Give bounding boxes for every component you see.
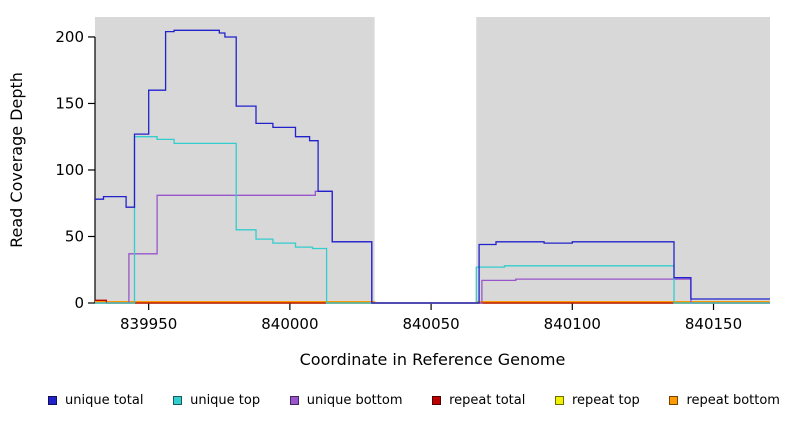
y-tick-label: 150 bbox=[55, 94, 84, 112]
series-line-unique-total bbox=[95, 29, 770, 304]
shaded-region-1 bbox=[476, 17, 770, 303]
y-tick-label: 200 bbox=[55, 28, 84, 46]
legend-item-repeat-top: repeat top bbox=[555, 393, 640, 408]
legend-item-unique-total: unique total bbox=[48, 393, 143, 408]
legend-label: repeat bottom bbox=[686, 393, 780, 408]
legend-item-unique-bottom: unique bottom bbox=[289, 393, 403, 408]
legend-label: unique bottom bbox=[306, 393, 403, 408]
legend-label: unique top bbox=[190, 393, 261, 408]
legend: unique total unique top unique bottom repea… bbox=[0, 385, 792, 408]
x-tick-label: 839950 bbox=[120, 315, 177, 333]
shaded-region-0 bbox=[95, 17, 375, 303]
coverage-plot: 839950 840000 840050 840100 840150 0 50 100 150 2… bbox=[7, 17, 770, 369]
legend-swatch-repeat-bottom bbox=[669, 396, 679, 405]
legend-item-repeat-total: repeat total bbox=[432, 393, 525, 408]
x-tick-label: 840100 bbox=[544, 315, 601, 333]
x-tick-label: 840150 bbox=[685, 315, 742, 333]
x-tick-label: 840050 bbox=[402, 315, 459, 333]
y-axis-title: Read Coverage Depth bbox=[7, 72, 26, 248]
legend-swatch-repeat-top bbox=[555, 396, 564, 405]
series-line-unique-top bbox=[95, 136, 770, 304]
legend-swatch-unique-top bbox=[173, 396, 183, 405]
y-tick-label: 50 bbox=[65, 227, 84, 245]
y-tick-label: 100 bbox=[55, 161, 84, 179]
legend-swatch-repeat-total bbox=[432, 396, 442, 405]
legend-label: repeat top bbox=[572, 393, 640, 408]
legend-item-unique-top: unique top bbox=[173, 393, 260, 408]
legend-swatch-unique-bottom bbox=[289, 396, 299, 405]
legend-swatch-unique-total bbox=[48, 396, 57, 405]
y-tick-label: 0 bbox=[74, 294, 84, 312]
legend-item-repeat-bottom: repeat bottom bbox=[669, 393, 780, 408]
legend-label: repeat total bbox=[449, 393, 526, 408]
x-tick-label: 840000 bbox=[261, 315, 318, 333]
legend-label: unique total bbox=[65, 393, 144, 408]
x-axis-title: Coordinate in Reference Genome bbox=[300, 350, 566, 369]
